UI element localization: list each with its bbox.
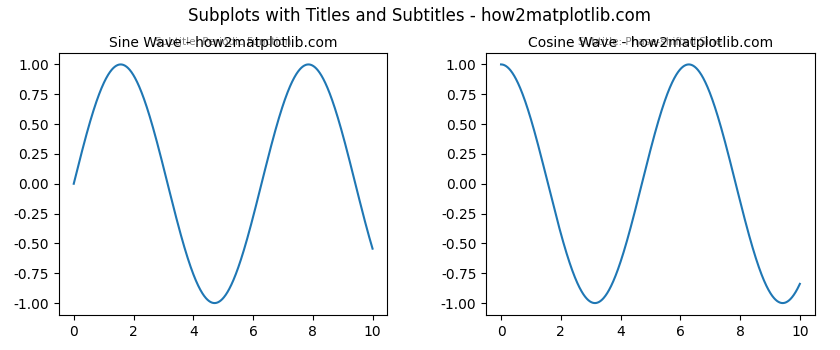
Text: Subplots with Titles and Subtitles - how2matplotlib.com: Subplots with Titles and Subtitles - how… xyxy=(188,7,652,25)
Text: Subtitle: Phase-shifted Sine: Subtitle: Phase-shifted Sine xyxy=(579,37,722,47)
Text: Subtitle: Periodic Function: Subtitle: Periodic Function xyxy=(155,37,291,47)
Title: Cosine Wave - how2matplotlib.com: Cosine Wave - how2matplotlib.com xyxy=(528,36,773,50)
Title: Sine Wave - how2matplotlib.com: Sine Wave - how2matplotlib.com xyxy=(109,36,338,50)
